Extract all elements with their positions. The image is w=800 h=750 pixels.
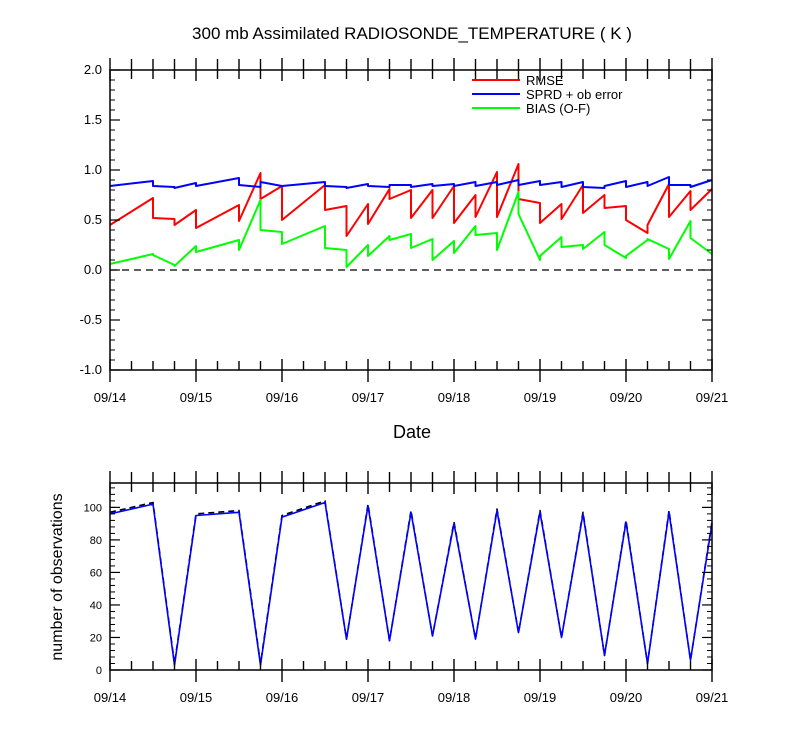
- top-ytick-label: 1.5: [84, 112, 102, 127]
- series-used-line: [109, 501, 713, 666]
- bottom-ytick-label: 60: [90, 567, 102, 579]
- top-plot-frame: [109, 69, 713, 371]
- bottom-xtick-label: 09/15: [180, 690, 213, 705]
- bottom-xtick-label: 09/17: [352, 690, 385, 705]
- bottom-xtick-label: 09/18: [438, 690, 471, 705]
- series-bias-o-f-line: [109, 191, 713, 268]
- legend-label: SPRD + ob error: [526, 87, 623, 102]
- x-axis-label: Date: [393, 422, 431, 442]
- top-axes: -1.0 -0.5 0.0 0.5 1.0 1.5 2.0 09/14 09/15 09/16 09…: [80, 58, 729, 405]
- top-ytick-label: 1.0: [84, 162, 102, 177]
- bottom-xtick-label: 09/20: [610, 690, 643, 705]
- series-sprd-ob-error-line: [109, 176, 713, 189]
- bottom-ytick-label: 80: [90, 535, 102, 547]
- top-xtick-label: 09/17: [352, 390, 385, 405]
- y-axis-label-bottom: number of observations: [49, 493, 66, 660]
- top-ytick-label: 2.0: [84, 62, 102, 77]
- top-xtick-label: 09/20: [610, 390, 643, 405]
- bottom-xtick-label: 09/14: [94, 690, 127, 705]
- bottom-xtick-label: 09/19: [524, 690, 557, 705]
- bottom-xtick-label: 09/16: [266, 690, 299, 705]
- bottom-ytick-label: 40: [90, 600, 102, 612]
- legend-label: RMSE: [526, 73, 564, 88]
- bottom-axes: 0 20 40 60 80 100 09/14 09/15 09/16 09/17 09/18 09/…: [84, 471, 729, 705]
- top-ytick-label: -0.5: [80, 312, 102, 327]
- series-rmse-line: [109, 163, 713, 237]
- bottom-ytick-label: 0: [96, 665, 102, 677]
- series-possible-line: [109, 500, 713, 665]
- top-ytick-label: 0.5: [84, 212, 102, 227]
- top-xtick-label: 09/18: [438, 390, 471, 405]
- top-ytick-label: 0.0: [84, 262, 102, 277]
- bottom-ytick-label: 20: [90, 632, 102, 644]
- top-xtick-label: 09/14: [94, 390, 127, 405]
- top-xtick-label: 09/21: [696, 390, 729, 405]
- top-xtick-label: 09/16: [266, 390, 299, 405]
- top-xtick-label: 09/15: [180, 390, 213, 405]
- top-xtick-label: 09/19: [524, 390, 557, 405]
- bottom-ytick-label: 100: [84, 502, 102, 514]
- bottom-panel: 0 20 40 60 80 100 09/14 09/15 09/16 09/17 09/18 09/…: [49, 471, 728, 705]
- top-panel: 300 mb Assimilated RADIOSONDE_TEMPERATUR…: [80, 24, 729, 442]
- top-ytick-label: -1.0: [80, 362, 102, 377]
- chart-title: 300 mb Assimilated RADIOSONDE_TEMPERATUR…: [192, 24, 632, 43]
- bottom-plot-frame: [109, 482, 713, 671]
- bottom-series-group: [109, 500, 713, 666]
- top-series-group: [109, 163, 713, 268]
- legend-label: BIAS (O-F): [526, 101, 590, 116]
- bottom-xtick-label: 09/21: [696, 690, 729, 705]
